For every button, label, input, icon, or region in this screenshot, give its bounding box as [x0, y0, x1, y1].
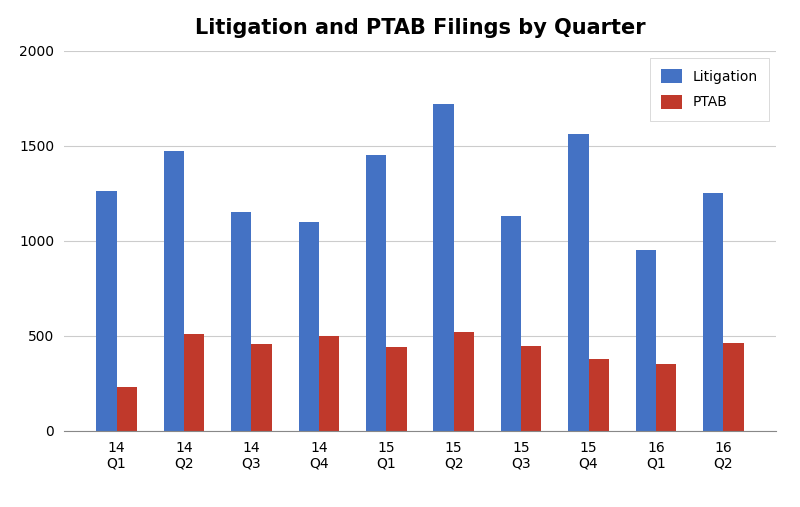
Bar: [568, 134, 589, 431]
Bar: [656, 365, 676, 431]
Legend: Litigation, PTAB: Litigation, PTAB: [650, 58, 769, 121]
Bar: [723, 344, 744, 431]
Bar: [636, 250, 656, 431]
Bar: [117, 387, 137, 431]
Bar: [434, 104, 454, 431]
Bar: [366, 155, 386, 431]
Bar: [96, 191, 117, 431]
Bar: [251, 344, 272, 431]
Bar: [231, 212, 251, 431]
Bar: [164, 152, 184, 431]
Bar: [319, 336, 339, 431]
Bar: [521, 346, 542, 431]
Bar: [501, 216, 521, 431]
Bar: [589, 359, 609, 431]
Bar: [454, 332, 474, 431]
Bar: [703, 193, 723, 431]
Bar: [184, 334, 204, 431]
Bar: [386, 347, 406, 431]
Title: Litigation and PTAB Filings by Quarter: Litigation and PTAB Filings by Quarter: [194, 18, 646, 38]
Bar: [298, 222, 319, 431]
